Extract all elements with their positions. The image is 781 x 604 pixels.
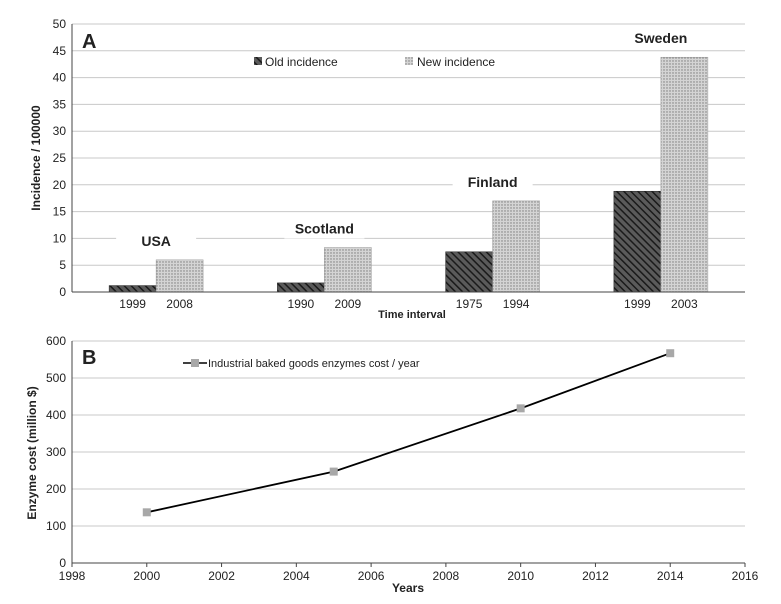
panel-b-x-tick-label: 2014 xyxy=(657,569,684,583)
panel-b-y-tick-label: 100 xyxy=(46,519,66,533)
legend-swatch-old-incidence xyxy=(254,57,262,65)
country-label-sweden: Sweden xyxy=(634,30,687,46)
panel-a-y-tick-label: 5 xyxy=(59,258,66,272)
panel-a-y-tick-label: 25 xyxy=(53,151,67,165)
panel-a-x-axis-label: Time interval xyxy=(378,309,446,321)
panel-a-y-tick-label: 15 xyxy=(53,205,67,219)
panel-b-x-tick-label: 2008 xyxy=(433,569,460,583)
panel-a-country-labels: USA Scotland Finland Sweden xyxy=(116,28,701,251)
panel-a-bar-chart: 0 5 10 15 20 25 30 35 40 45 50 1999 2008 1990 2009 197… xyxy=(29,17,745,321)
panel-b-x-tick-label: 2010 xyxy=(507,569,534,583)
country-label-usa: USA xyxy=(141,233,171,249)
panel-b-label: B xyxy=(82,347,96,369)
panel-b-x-tick-label: 2016 xyxy=(732,569,759,583)
panel-a-y-axis-label: Incidence / 100000 xyxy=(29,105,43,211)
year-label-new-scotland: 2009 xyxy=(335,297,362,311)
panel-a-year-labels: 1999 2008 1990 2009 1975 1994 1999 2003 xyxy=(119,297,698,311)
country-label-bg xyxy=(620,28,701,49)
panel-b-y-tick-label: 400 xyxy=(46,408,66,422)
year-label-new-sweden: 2003 xyxy=(671,297,698,311)
data-point-2010 xyxy=(516,404,525,413)
bar-new-usa xyxy=(155,259,204,293)
data-point-2005 xyxy=(329,467,338,476)
year-label-old-finland: 1975 xyxy=(456,297,483,311)
panel-b-y-axis-label: Enzyme cost (million $) xyxy=(25,386,39,519)
data-point-2014 xyxy=(666,349,675,358)
series-line-industrial-baked-goods-enzymes-cost-year xyxy=(146,352,671,514)
year-label-new-usa: 2008 xyxy=(166,297,193,311)
panel-b-x-tick-label: 2006 xyxy=(358,569,385,583)
panel-b-series xyxy=(142,349,675,517)
panel-a-y-tick-label: 40 xyxy=(53,71,67,85)
panel-a-y-tick-label: 10 xyxy=(53,231,67,245)
panel-a-legend: Old incidence New incidence xyxy=(254,55,495,69)
legend-label-enzyme-cost: Industrial baked goods enzymes cost / ye… xyxy=(208,358,420,370)
legend-marker-enzyme-cost xyxy=(191,359,199,367)
panel-b-x-tick-label: 2004 xyxy=(283,569,310,583)
panel-b-y-tick-label: 0 xyxy=(59,556,66,570)
panel-b-y-tick-label: 600 xyxy=(46,334,66,348)
bar-old-scotland xyxy=(277,282,325,293)
panel-b-x-tick-labels: 1998 2000 2002 2004 2006 2008 2010 2012 2014 2016 xyxy=(59,563,759,583)
country-label-bg xyxy=(284,218,365,239)
year-label-old-scotland: 1990 xyxy=(288,297,315,311)
country-label-bg xyxy=(452,171,533,192)
panel-b-x-tick-label: 2012 xyxy=(582,569,609,583)
panel-b-y-tick-labels: 0 100 200 300 400 500 600 xyxy=(46,334,66,570)
panel-a-label: A xyxy=(82,31,96,53)
legend-label-new-incidence: New incidence xyxy=(417,55,495,69)
panel-a-bars xyxy=(108,56,709,293)
panel-a-y-tick-label: 35 xyxy=(53,97,67,111)
year-label-new-finland: 1994 xyxy=(503,297,530,311)
panel-b-gridlines xyxy=(72,340,745,527)
panel-b-y-tick-label: 500 xyxy=(46,371,66,385)
panel-b-legend: Industrial baked goods enzymes cost / ye… xyxy=(183,358,420,370)
data-point-2000 xyxy=(142,508,151,517)
panel-b-x-tick-label: 2002 xyxy=(208,569,235,583)
bar-new-sweden xyxy=(660,56,709,293)
panel-b-x-tick-label: 1998 xyxy=(59,569,86,583)
panel-b-x-axis-label: Years xyxy=(392,581,424,595)
country-label-scotland: Scotland xyxy=(295,221,354,237)
legend-label-old-incidence: Old incidence xyxy=(265,55,338,69)
bar-old-usa xyxy=(108,285,157,293)
year-label-old-usa: 1999 xyxy=(119,297,146,311)
panel-b-y-tick-label: 300 xyxy=(46,445,66,459)
panel-a-y-tick-label: 20 xyxy=(53,178,67,192)
country-label-bg xyxy=(116,230,197,251)
bar-old-sweden xyxy=(613,190,662,293)
panel-a-y-tick-label: 30 xyxy=(53,124,67,138)
bar-new-finland xyxy=(492,200,540,293)
bar-new-scotland xyxy=(324,247,372,293)
panel-b-x-tick-label: 2000 xyxy=(133,569,160,583)
panel-b-line-chart: 0 100 200 300 400 500 600 1998 2000 2002 2004 2006… xyxy=(25,334,759,595)
legend-swatch-new-incidence xyxy=(405,57,413,65)
panel-a-y-tick-label: 0 xyxy=(59,285,66,299)
panel-a-y-tick-label: 50 xyxy=(53,17,67,31)
year-label-old-sweden: 1999 xyxy=(624,297,651,311)
country-label-finland: Finland xyxy=(468,174,518,190)
panel-a-y-tick-labels: 0 5 10 15 20 25 30 35 40 45 50 xyxy=(53,17,67,299)
panel-b-y-tick-label: 200 xyxy=(46,482,66,496)
panel-a-y-tick-label: 45 xyxy=(53,44,67,58)
bar-old-finland xyxy=(445,251,493,293)
